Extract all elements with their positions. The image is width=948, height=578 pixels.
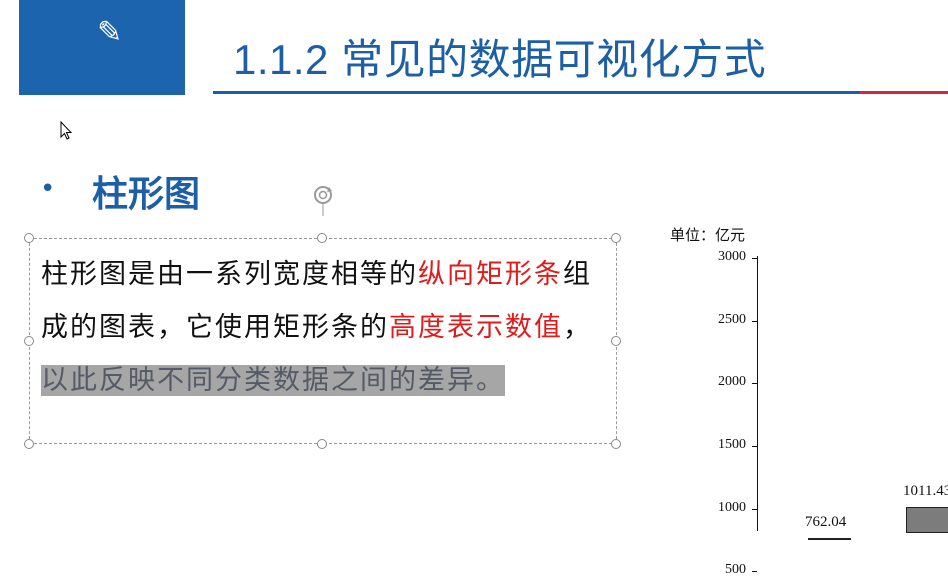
resize-handle-top-right[interactable] [611,233,621,243]
title-underline [213,91,948,94]
y-axis-tick [752,446,757,447]
chart-bar [906,507,948,533]
slide-logo-box: ✎ [19,0,185,95]
mouse-cursor-icon [60,121,73,140]
body-text-segment: ， [563,312,592,343]
resize-handle-top-left[interactable] [24,233,34,243]
body-text-highlight: 纵向矩形条 [418,259,563,290]
bar-value-label: 762.04 [805,514,847,531]
y-axis-tick-label: 2500 [718,311,746,327]
section-heading[interactable]: 柱形图 [92,174,201,215]
body-text-selection: 以此反映不同分类数据之间的差异。 [41,365,505,396]
body-text-highlight: 高度表示数值 [389,312,563,343]
resize-handle-top[interactable] [317,233,327,243]
body-text-segment: 组成的图表，它使用矩形条的 [41,259,592,343]
slide-title[interactable]: 1.1.2 常见的数据可视化方式 [233,36,767,83]
y-axis-tick-label: 2000 [718,374,746,390]
y-axis-tick [752,320,757,322]
rotate-handle-icon[interactable] [310,182,336,216]
y-axis-tick [752,571,757,573]
bar-value-label: 1011.43 [903,483,948,500]
resize-handle-right[interactable] [611,336,621,346]
bullet-icon: • [40,174,56,204]
resize-handle-left[interactable] [24,336,34,346]
y-axis-tick [752,258,757,259]
y-axis-tick-label: 500 [725,562,746,578]
pencil-icon: ✎ [97,15,123,50]
body-paragraph[interactable]: 柱形图是由一系列宽度相等的纵向矩形条组成的图表，它使用矩形条的高度表示数值， 以此… [41,248,601,407]
chart-unit-label: 单位：亿元 [670,226,746,244]
chart-y-axis [757,256,758,531]
y-axis-tick-label: 1500 [718,437,746,452]
y-axis-tick [752,508,757,510]
resize-handle-bottom[interactable] [317,439,327,449]
y-axis-tick-label: 3000 [718,249,746,264]
resize-handle-bottom-right[interactable] [611,439,621,449]
y-axis-tick-label: 1000 [718,499,746,515]
y-axis-tick [752,383,757,385]
chart-bar [808,538,851,541]
body-text-segment: 柱形图是由一系列宽度相等的 [41,259,418,290]
resize-handle-bottom-left[interactable] [24,439,34,449]
